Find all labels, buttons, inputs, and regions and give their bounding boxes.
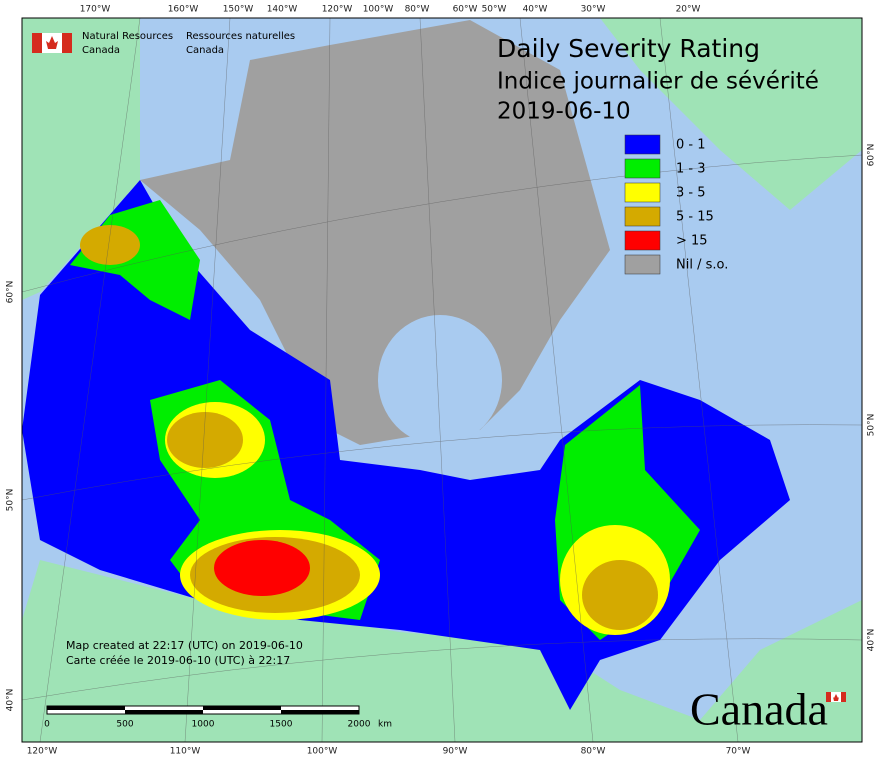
scale-label: 500 bbox=[116, 720, 133, 730]
legend-swatch bbox=[624, 134, 661, 155]
graticule-label: 30°W bbox=[581, 5, 606, 15]
legend-label: 0 - 1 bbox=[676, 138, 706, 153]
south-15 bbox=[214, 540, 310, 596]
graticule-label: 100°W bbox=[363, 5, 394, 15]
graticule-lines bbox=[21, 17, 863, 743]
graticule-label: 20°W bbox=[676, 5, 701, 15]
graticule-label: 140°W bbox=[267, 5, 298, 15]
graticule-label: 40°N bbox=[867, 629, 877, 652]
graticule-label: 120°W bbox=[322, 5, 353, 15]
title-fr: Indice journalier de sévérité bbox=[497, 69, 819, 95]
graticule-label: 170°W bbox=[80, 5, 111, 15]
graticule-label: 50°N bbox=[867, 414, 877, 437]
graticule-label: 150°W bbox=[223, 5, 254, 15]
legend: 0 - 1 1 - 3 3 - 5 5 - 15 > 15 Nil / s.o. bbox=[624, 134, 728, 275]
graticule-label: 80°W bbox=[581, 747, 606, 757]
legend-label: > 15 bbox=[676, 234, 708, 249]
title-date: 2019-06-10 bbox=[497, 99, 631, 125]
scale-label: 1000 bbox=[192, 720, 215, 730]
legend-swatch bbox=[624, 158, 661, 179]
graticule-label: 100°W bbox=[307, 747, 338, 757]
note-fr: Carte créée le 2019-06-10 (UTC) à 22:17 bbox=[66, 654, 290, 667]
graticule-label: 70°W bbox=[726, 747, 751, 757]
graticule-labels: 170°W 160°W 150°W 140°W 120°W 100°W 80°W 60°W 50… bbox=[6, 5, 877, 757]
canada-wordmark: Canada bbox=[690, 684, 828, 735]
agency-en: Canada bbox=[82, 45, 120, 56]
scale-label: 0 bbox=[44, 720, 50, 730]
alberta-5-15 bbox=[167, 412, 243, 468]
graticule-label: 40°N bbox=[6, 689, 16, 712]
scale-bar bbox=[46, 705, 360, 715]
graticule-label: 60°N bbox=[867, 144, 877, 167]
agency-en: Natural Resources bbox=[82, 31, 173, 42]
scale-label: 2000 bbox=[348, 720, 371, 730]
legend-swatch bbox=[624, 206, 661, 227]
title-en: Daily Severity Rating bbox=[497, 34, 760, 63]
legend-swatch bbox=[624, 182, 661, 203]
scale-unit: km bbox=[378, 720, 392, 730]
graticule-label: 60°N bbox=[6, 281, 16, 304]
graticule-label: 90°W bbox=[443, 747, 468, 757]
hudson-bay bbox=[378, 315, 502, 445]
graticule-label: 120°W bbox=[27, 747, 58, 757]
graticule-label: 60°W bbox=[453, 5, 478, 15]
agency-fr: Canada bbox=[186, 45, 224, 56]
graticule-label: 50°N bbox=[6, 489, 16, 512]
nrcan-flag bbox=[32, 33, 72, 53]
quebec-5-15 bbox=[582, 560, 658, 630]
legend-label: Nil / s.o. bbox=[676, 258, 728, 273]
scale-label: 1500 bbox=[270, 720, 293, 730]
agency-fr: Ressources naturelles bbox=[186, 31, 295, 42]
arctic-nil bbox=[140, 20, 610, 445]
graticule-label: 110°W bbox=[170, 747, 201, 757]
yukon-5-15 bbox=[80, 225, 140, 265]
greenland bbox=[600, 18, 862, 210]
legend-label: 3 - 5 bbox=[676, 186, 706, 201]
graticule-label: 40°W bbox=[523, 5, 548, 15]
legend-swatch bbox=[624, 254, 661, 275]
map-area bbox=[21, 17, 863, 743]
legend-label: 5 - 15 bbox=[676, 210, 714, 225]
map-border bbox=[21, 17, 863, 743]
note-en: Map created at 22:17 (UTC) on 2019-06-10 bbox=[66, 639, 303, 652]
graticule-label: 50°W bbox=[482, 5, 507, 15]
legend-swatch bbox=[624, 230, 661, 251]
scale-labels: 0 500 1000 1500 2000 km bbox=[44, 720, 392, 730]
legend-label: 1 - 3 bbox=[676, 162, 706, 177]
alaska bbox=[22, 18, 140, 300]
wordmark-flag bbox=[826, 692, 846, 702]
graticule-label: 80°W bbox=[405, 5, 430, 15]
graticule-label: 160°W bbox=[168, 5, 199, 15]
